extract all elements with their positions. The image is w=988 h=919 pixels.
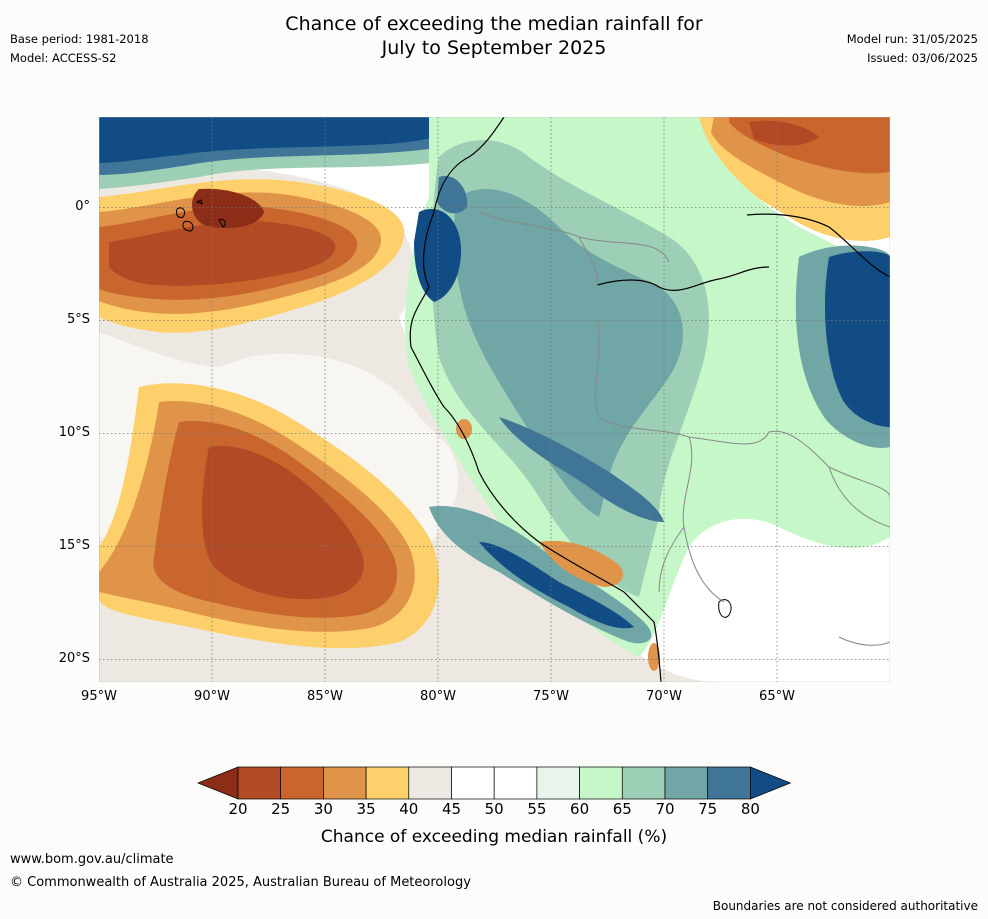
colorbar-tick-label: 60 xyxy=(570,800,590,818)
latitude-tick-label: 5°S xyxy=(66,312,90,328)
longitude-tick-label: 85°W xyxy=(307,689,343,704)
colorbar-segment xyxy=(323,766,367,800)
country-boundaries xyxy=(478,211,890,646)
longitude-tick-label: 90°W xyxy=(194,689,230,704)
issued-text: Issued: 03/06/2025 xyxy=(867,51,978,65)
wet-region-continent-75 xyxy=(453,188,683,517)
lake-titicaca xyxy=(718,599,732,618)
colorbar-segment xyxy=(707,766,751,800)
wet-core-brazil xyxy=(824,251,890,427)
colorbar-tick-label: 30 xyxy=(313,800,333,818)
colorbar-tick-label: 40 xyxy=(399,800,419,818)
rainfall-probability-map xyxy=(99,117,890,682)
wet-core-ecuador-north xyxy=(437,176,468,214)
colorbar-segment xyxy=(493,766,538,800)
wet-region-north-80 xyxy=(99,117,484,163)
colorbar-segment xyxy=(408,766,452,800)
colorbar-low-arrow xyxy=(197,766,239,800)
galapagos-islands xyxy=(176,199,226,232)
longitude-tick-label: 65°W xyxy=(759,689,795,704)
colorbar-high-arrow xyxy=(750,766,792,800)
bom-url[interactable]: www.bom.gov.au/climate xyxy=(10,852,174,867)
dry-core-northeast xyxy=(749,120,819,146)
latitude-tick-label: 20°S xyxy=(58,651,90,667)
longitude-tick-label: 95°W xyxy=(81,689,117,704)
map-title: Chance of exceeding the median rainfall … xyxy=(0,12,988,60)
colorbar-tick-label: 65 xyxy=(612,800,632,818)
coastline xyxy=(409,117,662,682)
dry-spot-chile-north xyxy=(648,643,660,671)
wet-band-peru-inland xyxy=(499,417,664,522)
colorbar-tick-label: 80 xyxy=(740,800,760,818)
model-run-text: Model run: 31/05/2025 xyxy=(846,32,978,46)
amazon-river xyxy=(596,213,890,291)
latitude-tick-label: 0° xyxy=(75,199,90,215)
metadata-right: Model run: 31/05/2025 Issued: 03/06/2025 xyxy=(847,30,978,68)
boundary-disclaimer: Boundaries are not considered authoritat… xyxy=(712,899,978,913)
dry-region-south-20 xyxy=(202,446,364,600)
dry-spot-peru-south xyxy=(539,540,624,587)
longitude-tick-label: 75°W xyxy=(533,689,569,704)
colorbar-tick-label: 70 xyxy=(655,800,675,818)
wet-core-peru-coast xyxy=(479,542,634,629)
map-title-line2: July to September 2025 xyxy=(381,37,607,59)
colorbar-tick-label: 35 xyxy=(356,800,376,818)
colorbar-title: Chance of exceeding median rainfall (%) xyxy=(320,827,668,847)
longitude-tick-label: 80°W xyxy=(420,689,456,704)
colorbar-tick-label: 55 xyxy=(527,800,547,818)
colorbar-tick-label: 50 xyxy=(484,800,504,818)
colorbar-segment xyxy=(579,766,623,800)
colorbar-segment xyxy=(451,766,495,800)
colorbar xyxy=(197,766,792,800)
colorbar-tick-label: 45 xyxy=(441,800,462,818)
longitude-tick-label: 70°W xyxy=(646,689,682,704)
colorbar-segment xyxy=(664,766,709,800)
base-period-text: Base period: 1981-2018 xyxy=(10,32,149,46)
latitude-tick-label: 10°S xyxy=(58,425,90,441)
map-title-line1: Chance of exceeding the median rainfall … xyxy=(285,13,703,35)
colorbar-segment xyxy=(621,766,666,800)
colorbar-segment xyxy=(237,766,282,800)
colorbar-tick-label: 20 xyxy=(228,800,248,818)
metadata-left: Base period: 1981-2018 Model: ACCESS-S2 xyxy=(10,30,149,68)
model-text: Model: ACCESS-S2 xyxy=(10,51,117,65)
colorbar-segment xyxy=(365,766,410,800)
dry-region-galapagos-20 xyxy=(109,221,336,286)
colorbar-segment xyxy=(536,766,580,800)
copyright-text: © Commonwealth of Australia 2025, Austra… xyxy=(10,875,471,890)
colorbar-tick-label: 25 xyxy=(271,800,291,818)
dry-core-galapagos xyxy=(192,188,264,229)
latitude-tick-label: 15°S xyxy=(58,538,90,554)
dry-spot-peru-north xyxy=(456,419,472,439)
colorbar-segment xyxy=(280,766,324,800)
colorbar-tick-label: 75 xyxy=(698,800,718,818)
